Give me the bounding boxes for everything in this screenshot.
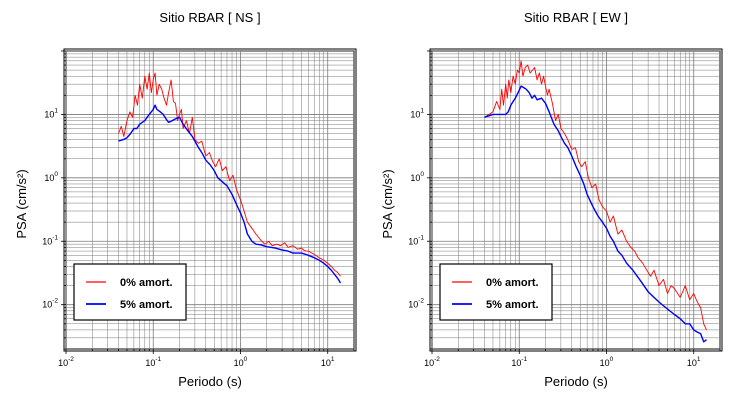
chart-panel-ew: Sitio RBAR [ EW ] Periodo (s) PSA (cm/s²… <box>380 10 723 389</box>
chart-panel-ns: Sitio RBAR [ NS ] Periodo (s) PSA (cm/s²… <box>14 10 357 389</box>
y-tick-label: 10-2 <box>408 298 424 310</box>
y-tick-label: 100 <box>410 171 424 183</box>
y-tick-label: 101 <box>410 107 424 119</box>
legend-label: 5% amort. <box>486 299 539 311</box>
y-tick-label: 10-1 <box>42 234 58 246</box>
chart-title: Sitio RBAR [ EW ] <box>524 10 628 25</box>
legend-box <box>73 263 187 321</box>
plot-frame-outer <box>63 48 357 352</box>
legend-label: 5% amort. <box>120 299 173 311</box>
legend: 0% amort. 5% amort. <box>73 263 187 321</box>
legend-box <box>439 263 553 321</box>
legend-label: 0% amort. <box>120 277 173 289</box>
x-axis-label: Periodo (s) <box>544 374 608 389</box>
x-tick-label: 10-1 <box>511 356 527 368</box>
x-tick-label: 10-1 <box>145 356 161 368</box>
legend-label: 0% amort. <box>486 277 539 289</box>
series-line-damped <box>484 85 707 343</box>
series-line-undamped <box>484 60 707 331</box>
x-tick-label: 10-2 <box>424 356 440 368</box>
x-tick-label: 100 <box>234 356 248 368</box>
y-tick-label: 10-1 <box>408 234 424 246</box>
y-tick-label: 10-2 <box>42 298 58 310</box>
chart-title: Sitio RBAR [ NS ] <box>159 10 260 25</box>
series-line-undamped <box>118 72 341 277</box>
x-tick-label: 100 <box>600 356 614 368</box>
x-axis-label: Periodo (s) <box>178 374 242 389</box>
legend: 0% amort. 5% amort. <box>439 263 553 321</box>
plot-frame-outer <box>429 48 723 352</box>
y-tick-label: 100 <box>44 171 58 183</box>
y-tick-label: 101 <box>44 107 58 119</box>
x-tick-label: 101 <box>321 356 335 368</box>
x-tick-label: 101 <box>687 356 701 368</box>
series-line-damped <box>118 104 342 284</box>
y-axis-label: PSA (cm/s²) <box>14 169 29 238</box>
y-axis-label: PSA (cm/s²) <box>380 169 395 238</box>
x-tick-label: 10-2 <box>58 356 74 368</box>
